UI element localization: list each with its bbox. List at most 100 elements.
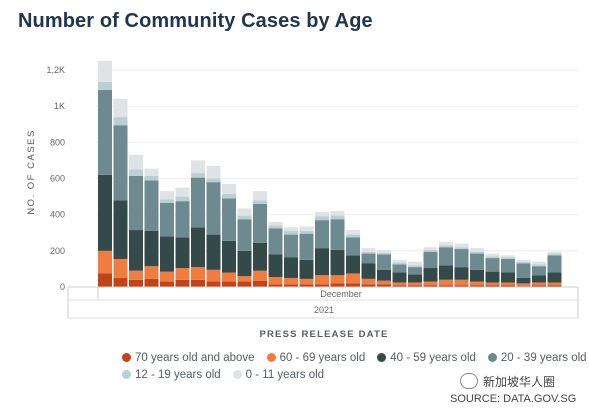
- bar-segment[interactable]: [222, 198, 236, 241]
- bar-segment[interactable]: [408, 274, 422, 283]
- bar-segment[interactable]: [113, 117, 128, 126]
- bar-segment[interactable]: [284, 257, 298, 278]
- legend-item[interactable]: 20 - 39 years old: [487, 352, 587, 364]
- bar-segment[interactable]: [330, 249, 345, 276]
- bar-segment[interactable]: [423, 251, 438, 269]
- bar-segment[interactable]: [439, 247, 453, 266]
- legend-item[interactable]: 60 - 69 years old: [266, 352, 365, 364]
- bar-segment[interactable]: [470, 248, 484, 252]
- bar-segment[interactable]: [532, 282, 546, 286]
- bar-segment[interactable]: [547, 253, 562, 256]
- bar-segment[interactable]: [191, 279, 205, 287]
- bar-segment[interactable]: [237, 281, 252, 287]
- bar-segment[interactable]: [222, 240, 236, 273]
- bar-segment[interactable]: [315, 248, 329, 276]
- bar-segment[interactable]: [516, 283, 531, 287]
- bar-segment[interactable]: [377, 284, 391, 287]
- bar-segment[interactable]: [361, 248, 376, 252]
- bar-segment[interactable]: [98, 250, 112, 274]
- bar-segment[interactable]: [330, 211, 345, 216]
- bar-segment[interactable]: [516, 259, 531, 262]
- bar-segment[interactable]: [299, 230, 314, 234]
- bar-segment[interactable]: [361, 253, 376, 264]
- bar-segment[interactable]: [268, 225, 283, 229]
- bar-segment[interactable]: [144, 266, 159, 279]
- bar-segment[interactable]: [439, 241, 453, 246]
- bar-segment[interactable]: [129, 155, 143, 170]
- bar-segment[interactable]: [346, 234, 360, 238]
- bar-segment[interactable]: [237, 250, 252, 277]
- bar-segment[interactable]: [206, 182, 221, 235]
- bar-segment[interactable]: [253, 191, 267, 201]
- bar-segment[interactable]: [361, 251, 376, 254]
- bar-segment[interactable]: [98, 89, 112, 175]
- bar-segment[interactable]: [361, 284, 376, 287]
- bar-segment[interactable]: [160, 202, 174, 237]
- bar-segment[interactable]: [144, 180, 159, 231]
- bar-segment[interactable]: [175, 279, 190, 287]
- bar-segment[interactable]: [315, 284, 329, 287]
- bar-segment[interactable]: [299, 278, 314, 285]
- bar-segment[interactable]: [423, 281, 438, 286]
- bar-segment[interactable]: [454, 249, 469, 268]
- bar-segment[interactable]: [485, 285, 500, 287]
- bar-segment[interactable]: [392, 282, 407, 286]
- bar-segment[interactable]: [547, 251, 562, 254]
- bar-segment[interactable]: [408, 282, 422, 286]
- bar-segment[interactable]: [439, 285, 453, 287]
- bar-segment[interactable]: [408, 265, 422, 268]
- bar-segment[interactable]: [144, 168, 159, 176]
- bar-segment[interactable]: [361, 263, 376, 279]
- bar-segment[interactable]: [299, 284, 314, 287]
- bar-segment[interactable]: [191, 173, 205, 178]
- bar-segment[interactable]: [113, 200, 128, 259]
- bar-segment[interactable]: [206, 234, 221, 270]
- bar-segment[interactable]: [470, 251, 484, 254]
- bar-segment[interactable]: [423, 247, 438, 250]
- bar-segment[interactable]: [454, 285, 469, 287]
- bar-segment[interactable]: [377, 269, 391, 281]
- bar-segment[interactable]: [470, 253, 484, 270]
- bar-segment[interactable]: [501, 285, 515, 287]
- bar-segment[interactable]: [392, 264, 407, 273]
- bar-segment[interactable]: [330, 215, 345, 220]
- bar-segment[interactable]: [532, 285, 546, 287]
- bar-segment[interactable]: [237, 276, 252, 282]
- bar-segment[interactable]: [516, 277, 531, 284]
- bar-segment[interactable]: [547, 272, 562, 283]
- bar-segment[interactable]: [439, 279, 453, 286]
- bar-segment[interactable]: [144, 230, 159, 267]
- bar-segment[interactable]: [268, 254, 283, 278]
- bar-segment[interactable]: [160, 236, 174, 272]
- bar-segment[interactable]: [516, 261, 531, 264]
- bar-segment[interactable]: [408, 261, 422, 266]
- bar-segment[interactable]: [237, 219, 252, 251]
- bar-segment[interactable]: [454, 267, 469, 280]
- bar-segment[interactable]: [113, 99, 128, 118]
- legend-item[interactable]: 12 - 19 years old: [122, 369, 221, 381]
- bar-segment[interactable]: [222, 183, 236, 194]
- bar-segment[interactable]: [206, 165, 221, 179]
- bar-segment[interactable]: [377, 280, 391, 285]
- bar-segment[interactable]: [206, 269, 221, 282]
- bar-segment[interactable]: [299, 226, 314, 231]
- bar-segment[interactable]: [284, 234, 298, 258]
- bar-segment[interactable]: [175, 201, 190, 238]
- bar-segment[interactable]: [454, 247, 469, 250]
- bar-segment[interactable]: [501, 272, 515, 283]
- bar-segment[interactable]: [485, 253, 500, 257]
- bar-segment[interactable]: [392, 262, 407, 265]
- bar-segment[interactable]: [268, 284, 283, 287]
- bar-segment[interactable]: [547, 282, 562, 286]
- bar-segment[interactable]: [144, 278, 159, 287]
- bar-segment[interactable]: [253, 203, 267, 243]
- bar-segment[interactable]: [175, 237, 190, 269]
- legend-item[interactable]: 40 - 59 years old: [377, 352, 476, 364]
- bar-segment[interactable]: [470, 281, 484, 286]
- bar-segment[interactable]: [423, 268, 438, 282]
- bar-segment[interactable]: [377, 254, 391, 270]
- bar-segment[interactable]: [485, 271, 500, 283]
- bar-segment[interactable]: [532, 261, 546, 265]
- bar-segment[interactable]: [346, 237, 360, 256]
- bar-segment[interactable]: [284, 284, 298, 287]
